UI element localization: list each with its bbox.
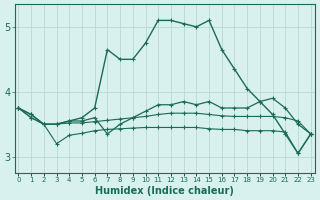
X-axis label: Humidex (Indice chaleur): Humidex (Indice chaleur) [95,186,234,196]
